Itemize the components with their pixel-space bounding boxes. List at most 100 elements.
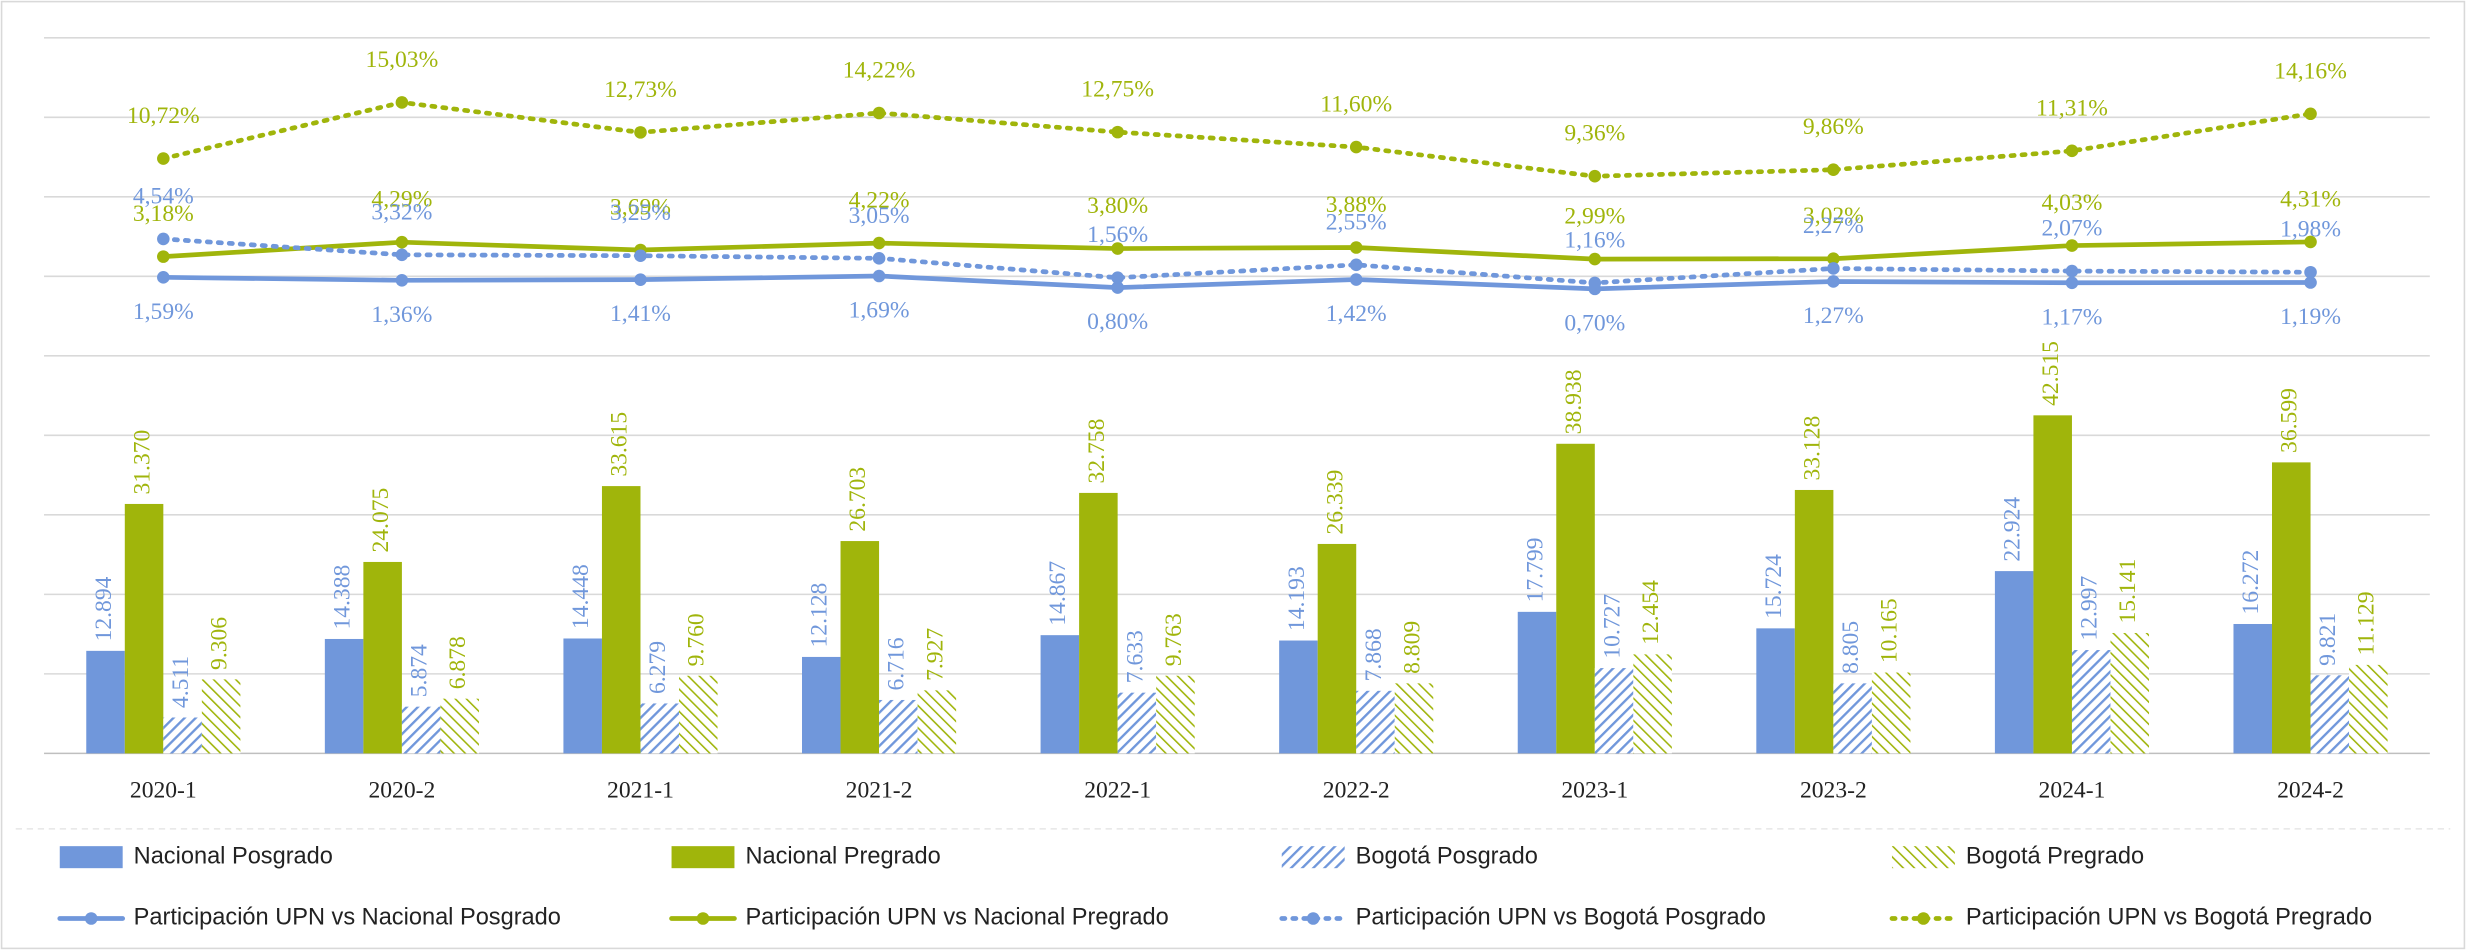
data-label: 10.165: [1877, 598, 1903, 663]
line-point: [1827, 252, 1840, 265]
line-point: [2065, 144, 2079, 158]
data-label: 33.615: [607, 412, 633, 477]
data-label: 31.370: [129, 430, 155, 495]
data-label: 2,27%: [1803, 213, 1864, 239]
data-label: 14.388: [330, 565, 356, 630]
line: [160, 239, 2313, 262]
data-label: 3,02%: [1803, 203, 1864, 229]
bar: [601, 486, 641, 754]
data-label: 12.894: [91, 576, 117, 641]
data-label: 12,73%: [604, 77, 677, 103]
x-tick-label: 2022-2: [1323, 777, 1390, 803]
bar: [2110, 632, 2150, 754]
legend-swatch: [1891, 846, 1955, 869]
line-point: [1111, 271, 1124, 284]
bar: [1317, 543, 1357, 754]
line-point: [634, 273, 647, 286]
data-label: 12.997: [2077, 576, 2103, 641]
line-point: [1588, 252, 1602, 266]
legend-label: Nacional Posgrado: [134, 842, 333, 868]
legend-label: Participación UPN vs Bogotá Pregrado: [1966, 904, 2372, 930]
data-label: 7.927: [922, 628, 948, 681]
legend-label: Nacional Pregrado: [745, 842, 940, 868]
line-point: [2304, 265, 2317, 279]
data-label: 11.129: [2354, 591, 2380, 655]
bar: [1794, 489, 1834, 754]
x-tick-label: 2022-1: [1084, 777, 1151, 803]
data-label: 12,75%: [1081, 77, 1154, 103]
legend-label: Bogotá Posgrado: [1356, 842, 1538, 868]
data-label: 2,07%: [2042, 216, 2103, 242]
data-label: 14.193: [1284, 566, 1310, 631]
line-point: [157, 152, 170, 165]
data-label: 3,18%: [133, 201, 194, 227]
data-label: 5.874: [407, 644, 433, 697]
data-label: 7.868: [1361, 628, 1387, 681]
data-label: 4.511: [168, 656, 194, 708]
bar: [163, 717, 202, 754]
line: [160, 236, 2313, 286]
legend-swatch: [671, 846, 735, 869]
bar: [563, 638, 602, 754]
bar: [2033, 415, 2072, 754]
data-label: 4,54%: [133, 183, 194, 209]
bar: [1833, 683, 1872, 754]
line-point: [1349, 140, 1363, 154]
bar: [2071, 650, 2111, 754]
legend-label: Participación UPN vs Bogotá Posgrado: [1356, 904, 1766, 930]
bar: [917, 690, 957, 754]
legend-swatch: [1281, 846, 1345, 869]
line-point: [2065, 239, 2079, 252]
line-point: [157, 232, 170, 246]
x-tick-label: 2020-2: [368, 777, 435, 803]
data-label: 6.279: [645, 641, 671, 694]
line-point: [634, 126, 647, 139]
bar: [2233, 623, 2273, 754]
bar: [1079, 492, 1118, 754]
data-label: 12.454: [1638, 580, 1664, 645]
data-label: 1,41%: [610, 301, 671, 327]
data-label: 9,86%: [1803, 114, 1864, 140]
line-point: [1588, 276, 1602, 290]
x-tick-label: 2020-1: [130, 777, 197, 803]
data-label: 1,98%: [2280, 217, 2341, 243]
line-point: [1349, 258, 1363, 272]
data-label: 3,25%: [610, 200, 671, 226]
line-point: [1827, 262, 1840, 275]
line-point: [872, 269, 886, 283]
line-point: [1827, 275, 1840, 288]
data-label: 1,56%: [1087, 222, 1148, 248]
bar: [1556, 443, 1595, 754]
line-point: [395, 235, 409, 249]
bar: [2349, 664, 2388, 754]
data-label: 0,70%: [1564, 310, 1625, 336]
bar: [1871, 672, 1911, 754]
data-label: 32.758: [1084, 419, 1110, 484]
bar: [2272, 462, 2311, 754]
data-label: 16.272: [2238, 550, 2264, 615]
line-point: [872, 252, 886, 265]
data-label: 15.724: [1761, 554, 1787, 619]
data-label: 1,42%: [1326, 301, 1387, 327]
legend-label: Bogotá Pregrado: [1966, 842, 2144, 868]
line-point: [1588, 169, 1602, 183]
data-label: 1,59%: [133, 299, 194, 325]
data-label: 38.938: [1561, 369, 1587, 434]
bar: [640, 703, 680, 754]
bar: [1994, 571, 2034, 754]
data-label: 1,36%: [371, 302, 432, 328]
data-label: 3,05%: [849, 203, 910, 229]
data-label: 1,19%: [2280, 304, 2341, 330]
legend-label: Participación UPN vs Nacional Pregrado: [745, 904, 1168, 930]
data-label: 33.128: [1800, 416, 1826, 481]
data-label: 9.760: [684, 613, 710, 666]
legend-label: Participación UPN vs Nacional Posgrado: [134, 904, 561, 930]
data-label: 2,99%: [1564, 204, 1625, 230]
data-label: 17.799: [1522, 538, 1548, 603]
line-point: [2304, 235, 2317, 249]
line-point: [2304, 276, 2317, 289]
line-point: [2304, 107, 2317, 121]
data-label: 4,22%: [849, 188, 910, 214]
bar: [1040, 635, 1080, 754]
